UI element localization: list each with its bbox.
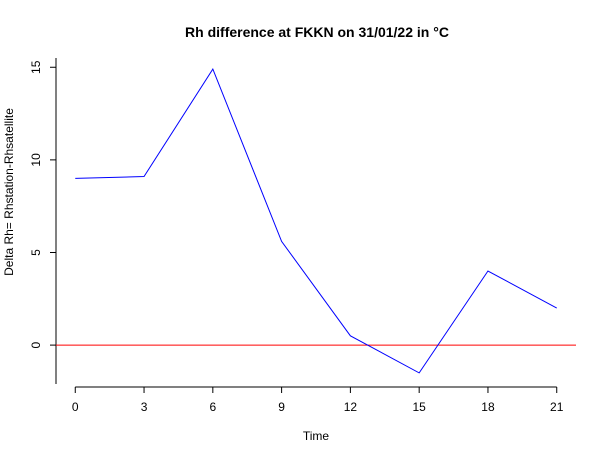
series-line (75, 68, 557, 374)
x-tick-label: 6 (209, 400, 216, 414)
x-tick-label: 21 (550, 400, 564, 414)
x-tick-label: 0 (72, 400, 79, 414)
series-group (75, 68, 557, 374)
chart-title: Rh difference at FKKN on 31/01/22 in °C (185, 24, 449, 40)
y-axis-ticks: 0 5 10 15 (29, 60, 56, 348)
x-tick-label: 9 (278, 400, 285, 414)
y-tick-label: 10 (29, 153, 43, 167)
y-tick-label: 15 (29, 60, 43, 74)
x-tick-label: 12 (344, 400, 358, 414)
x-axis-label: Time (303, 429, 330, 443)
plot-area: 0 3 6 9 12 15 18 21 0 5 10 15 (29, 58, 576, 414)
x-tick-label: 15 (412, 400, 426, 414)
x-axis-ticks: 0 3 6 9 12 15 18 21 (72, 387, 564, 414)
x-tick-label: 18 (481, 400, 495, 414)
y-tick-label: 0 (29, 341, 43, 348)
x-tick-label: 3 (141, 400, 148, 414)
y-tick-label: 5 (29, 249, 43, 256)
y-axis-label: Delta Rh= Rhstation-Rhsatellite (2, 108, 16, 276)
